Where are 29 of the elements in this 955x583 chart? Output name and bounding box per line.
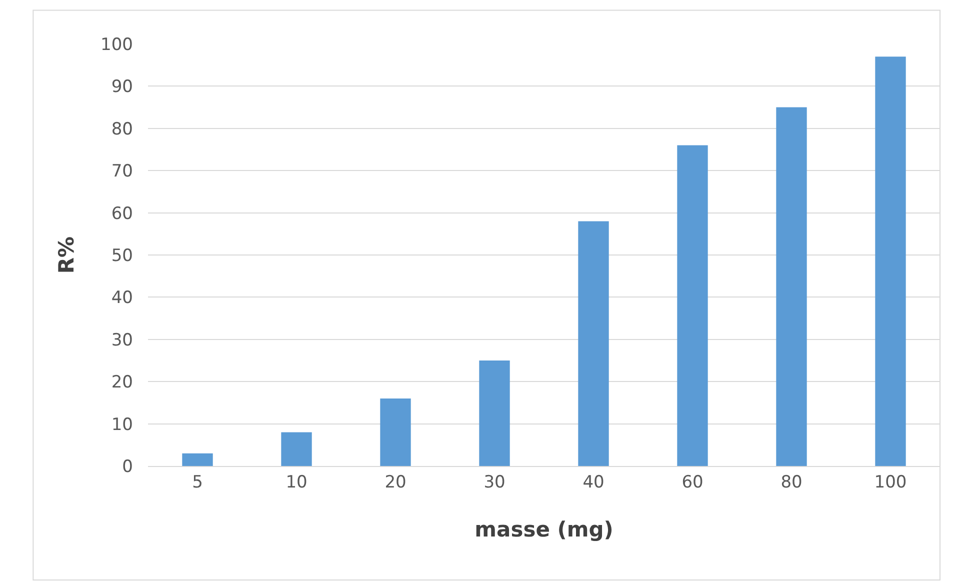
y-tick-label: 50 bbox=[111, 246, 133, 266]
y-tick-label: 70 bbox=[111, 162, 133, 182]
y-tick-label: 0 bbox=[122, 456, 133, 477]
y-tick-label: 30 bbox=[111, 330, 133, 350]
y-tick-label: 80 bbox=[111, 119, 133, 140]
x-tick-label: 80 bbox=[780, 472, 802, 492]
bar bbox=[281, 432, 312, 466]
x-axis-title: masse (mg) bbox=[474, 518, 614, 542]
y-axis-title: R% bbox=[54, 236, 79, 274]
y-tick-label: 60 bbox=[111, 204, 133, 224]
y-tick-label: 90 bbox=[111, 77, 133, 98]
x-tick-label: 10 bbox=[286, 472, 308, 492]
x-tick-label: 20 bbox=[384, 472, 406, 492]
y-tick-label: 40 bbox=[111, 288, 133, 308]
bar bbox=[875, 56, 906, 466]
y-tick-label: 10 bbox=[111, 414, 133, 435]
x-tick-label: 40 bbox=[582, 472, 604, 492]
bar bbox=[479, 360, 510, 466]
x-tick-label: 100 bbox=[874, 472, 907, 492]
bar bbox=[578, 221, 609, 466]
y-tick-label: 100 bbox=[100, 34, 133, 55]
bar bbox=[380, 398, 411, 466]
x-tick-label: 5 bbox=[192, 472, 203, 492]
x-tick-label: 30 bbox=[484, 472, 506, 492]
y-tick-label: 20 bbox=[111, 372, 133, 393]
x-tick-label: 60 bbox=[682, 472, 704, 492]
bar bbox=[677, 145, 708, 466]
bar bbox=[182, 453, 213, 466]
bar bbox=[776, 107, 807, 466]
